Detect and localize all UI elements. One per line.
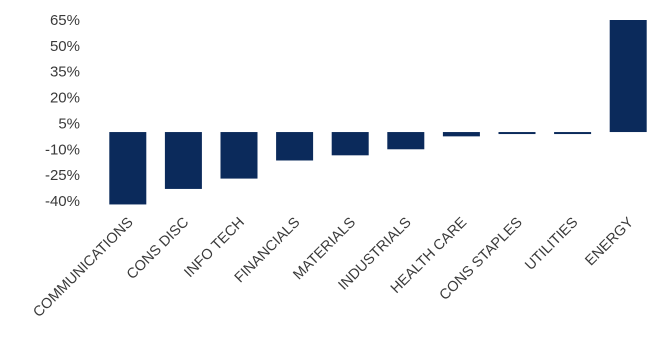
- bar-cons-staples: [498, 132, 536, 135]
- y-tick-label: 50%: [50, 38, 80, 55]
- x-category-label: ENERGY: [582, 214, 637, 269]
- bar-industrials: [387, 132, 425, 150]
- bar-health-care: [442, 132, 480, 137]
- y-tick-label: 35%: [50, 64, 80, 81]
- y-axis: 65% 50% 35% 20% 5% -10% -25% -40%: [45, 12, 80, 210]
- x-category-label: UTILITIES: [522, 215, 581, 274]
- bar-utilities: [554, 132, 592, 135]
- y-tick-label: -25%: [45, 167, 80, 184]
- x-category-label: COMMUNICATIONS: [30, 215, 136, 321]
- y-tick-label: 20%: [50, 90, 80, 107]
- bar-energy: [609, 20, 647, 133]
- bar-financials: [276, 132, 314, 161]
- y-tick-label: 5%: [58, 115, 80, 132]
- bars: [109, 20, 647, 205]
- bar-cons-disc: [164, 132, 202, 189]
- y-tick-label: -40%: [45, 193, 80, 210]
- y-tick-label: 65%: [50, 12, 80, 29]
- bar-info-tech: [220, 132, 258, 179]
- bar-communications: [109, 132, 147, 205]
- bar-materials: [331, 132, 369, 156]
- y-tick-label: -10%: [45, 141, 80, 158]
